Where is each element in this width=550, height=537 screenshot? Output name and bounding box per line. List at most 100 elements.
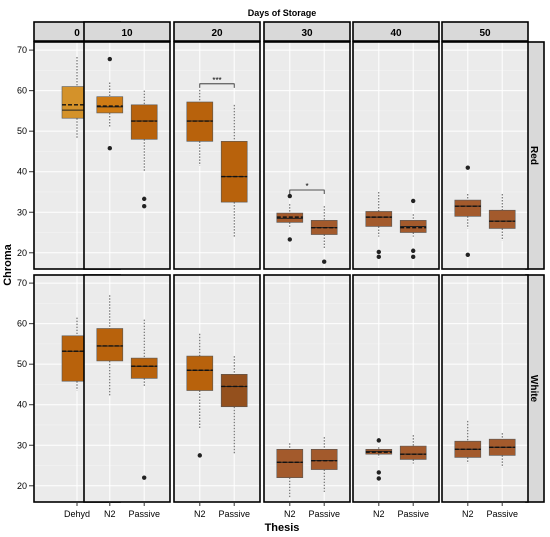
facet-panels: 0 10 20 30 40 50 Red White 20 30 40 50 60 70 20 30 40 50 6… (17, 21, 545, 519)
outlier-point (376, 438, 381, 443)
y-tick-label: 20 (17, 481, 27, 491)
facet-strip-label: 40 (390, 28, 402, 39)
iqr-box (130, 357, 158, 379)
panel-border (173, 274, 261, 503)
facet-panel-day-30-red: * (263, 41, 351, 270)
facet-strip-day-50 (441, 21, 529, 42)
facet-panel-day-40-white (352, 274, 440, 503)
panel-background (84, 42, 170, 269)
x-tick-label: Dehyd (64, 509, 90, 519)
outlier-point (411, 198, 416, 204)
y-tick-label: 50 (17, 359, 27, 369)
panel-background (84, 275, 170, 502)
facet-panel-day-10-red (83, 41, 171, 270)
facet-strip-day-10 (83, 21, 171, 42)
y-tick-label: 70 (17, 278, 27, 288)
panel-background (442, 275, 528, 502)
y-tick-label: 70 (17, 45, 27, 55)
outlier-point (376, 476, 381, 481)
outlier-point (142, 475, 147, 480)
outlier-point (376, 249, 381, 255)
iqr-box (276, 449, 304, 478)
iqr-box (454, 199, 482, 217)
chart-title: Days of Storage (248, 8, 317, 18)
facet-strip-label: 20 (211, 28, 223, 39)
panel-border (83, 274, 171, 503)
facet-panel-day-30-white (263, 274, 351, 503)
facet-strip-label: 50 (479, 28, 491, 39)
iqr-box (488, 209, 516, 229)
facet-strip-label: 0 (74, 28, 80, 39)
facet-row-label: Red (528, 146, 539, 165)
outlier-point (411, 254, 416, 260)
facet-panel-day-50-white (441, 274, 529, 503)
y-axis-label: Chroma (2, 243, 14, 285)
x-tick-label: Passive (397, 509, 429, 519)
outlier-point (465, 165, 470, 170)
iqr-box (130, 104, 158, 140)
iqr-box (186, 355, 214, 391)
panel-background (353, 275, 439, 502)
iqr-box (365, 211, 393, 227)
iqr-box (96, 96, 124, 114)
facet-strip-label: 30 (301, 28, 313, 39)
outlier-point (107, 56, 113, 62)
panel-border (352, 274, 440, 503)
x-tick-label: N2 (194, 509, 206, 519)
facet-strip-label: 10 (121, 28, 133, 39)
outlier-point (376, 470, 381, 475)
panel-border (83, 41, 171, 270)
panel-border (352, 41, 440, 270)
outlier-point (287, 237, 292, 242)
facet-panel-day-20-white (173, 274, 261, 503)
facet-panel-day-50-red (441, 41, 529, 270)
x-tick-label: N2 (462, 509, 474, 519)
y-tick-label: 30 (17, 207, 27, 217)
y-tick-label: 40 (17, 167, 27, 177)
outlier-point (142, 203, 147, 209)
x-tick-label: N2 (104, 509, 116, 519)
panel-background (264, 42, 350, 269)
x-tick-label: Passive (486, 509, 518, 519)
outlier-point (197, 453, 202, 458)
facet-strip-day-20 (173, 21, 261, 42)
outlier-point (322, 259, 327, 264)
x-axis-label: Thesis (265, 522, 300, 534)
facet-panel-day-20-red: *** (173, 41, 261, 270)
y-tick-label: 50 (17, 126, 27, 136)
y-tick-label: 60 (17, 86, 27, 96)
facet-strip-day-30 (263, 21, 351, 42)
x-tick-label: N2 (373, 509, 385, 519)
x-tick-label: Passive (128, 509, 160, 519)
outlier-point (465, 252, 470, 258)
significance-label: * (305, 182, 308, 191)
facet-strip-day-40 (352, 21, 440, 42)
y-tick-label: 30 (17, 440, 27, 450)
iqr-box (96, 328, 124, 362)
x-tick-label: N2 (284, 509, 296, 519)
iqr-box (220, 141, 248, 203)
panel-border (263, 274, 351, 503)
significance-label: *** (212, 76, 221, 85)
iqr-box (399, 445, 427, 460)
outlier-point (142, 196, 147, 202)
panel-border (263, 41, 351, 270)
outlier-point (411, 248, 416, 253)
facet-panel-day-10-white (83, 274, 171, 503)
panel-border (441, 41, 529, 270)
y-tick-label: 20 (17, 248, 27, 258)
x-tick-label: Passive (218, 509, 250, 519)
facet-row-label: White (528, 375, 539, 403)
facet-panel-day-40-red (352, 41, 440, 270)
outlier-point (107, 146, 113, 151)
outlier-point (376, 254, 381, 260)
y-tick-label: 40 (17, 400, 27, 410)
panel-border (441, 274, 529, 503)
panel-border (173, 41, 261, 270)
x-tick-label: Passive (308, 509, 340, 519)
outlier-point (287, 193, 292, 199)
significance-bracket (289, 189, 325, 195)
iqr-box (220, 374, 248, 408)
y-tick-label: 60 (17, 319, 27, 329)
